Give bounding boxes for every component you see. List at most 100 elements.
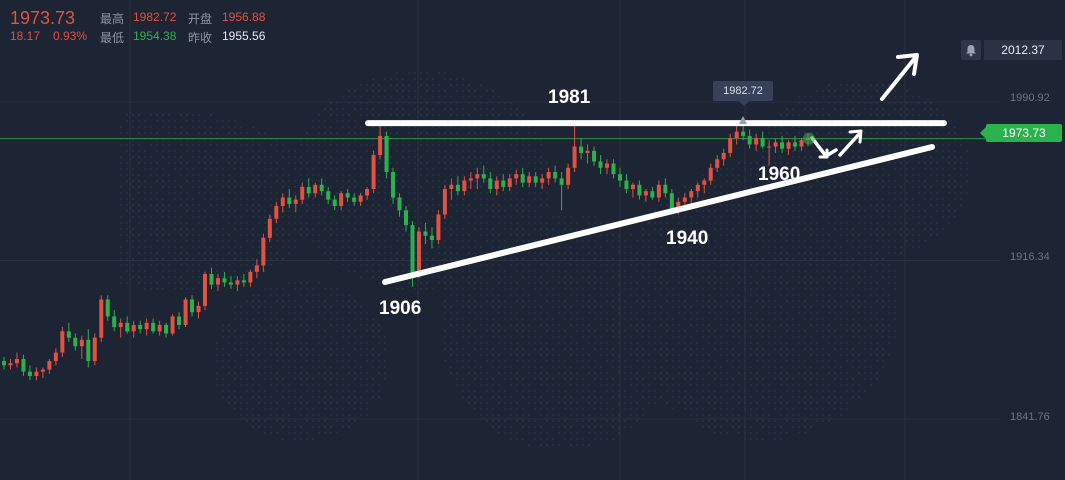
candle-body (605, 163, 609, 168)
prev-close-value: 1955.56 (222, 29, 266, 43)
candle-body (747, 135, 752, 145)
candle-body (553, 172, 558, 179)
candle-body (468, 178, 473, 181)
last-price-glow (803, 132, 815, 145)
rebound-arrow-shaft (838, 131, 862, 157)
last-price: 1973.73 (10, 8, 76, 28)
candle-body (611, 163, 616, 175)
candle-body (2, 361, 6, 366)
low-label: 最低 (100, 31, 125, 45)
candle-body (741, 131, 746, 136)
y-axis-tick-label: 1841.76 (1010, 411, 1050, 423)
candle-body (300, 186, 305, 200)
candle-body (780, 142, 785, 149)
candle-body (14, 358, 19, 364)
candle-body (734, 131, 739, 139)
candle-body (27, 371, 32, 376)
price-alert-value[interactable]: 2012.37 (984, 40, 1062, 60)
candle-body (656, 184, 661, 198)
candle-body (105, 299, 110, 317)
candle-body (637, 184, 642, 196)
candle-body (533, 176, 538, 183)
bell-icon (966, 44, 976, 56)
candle-body (773, 142, 778, 147)
candle-body (60, 331, 65, 353)
candle-body (559, 178, 564, 185)
candle-body (630, 184, 635, 190)
candle-body (306, 186, 311, 194)
candle-body (313, 184, 318, 194)
candle-body (365, 189, 370, 196)
y-axis-tick-label: 1990.92 (1010, 92, 1050, 104)
candle-body (118, 322, 123, 328)
prev-close-label: 昨收 (188, 31, 213, 45)
candle-body (99, 299, 104, 338)
pullback-arrow (810, 136, 838, 158)
candle-body (715, 159, 720, 168)
candle-body (585, 150, 590, 153)
candle-body (261, 237, 266, 266)
candle-body (391, 172, 396, 198)
candle-body (754, 138, 759, 145)
candle-body (326, 191, 331, 200)
candle-body (397, 197, 402, 211)
candle-body (423, 231, 428, 236)
low-value: 1954.38 (133, 29, 177, 43)
candle-body (371, 155, 376, 190)
candle-body (404, 210, 408, 226)
candle-body (566, 167, 571, 185)
open-value: 1956.88 (222, 10, 266, 24)
price-alert-button[interactable] (961, 40, 981, 60)
candle-body (514, 174, 519, 179)
candle-body (235, 280, 240, 285)
high-point-marker (739, 116, 747, 124)
candle-body (410, 225, 415, 274)
candle-body (209, 273, 214, 285)
candle-body (274, 206, 279, 219)
candle-body (151, 322, 156, 332)
price-change: 18.17 (10, 29, 41, 43)
candle-body (546, 172, 551, 179)
candle-body (702, 180, 707, 185)
candle-body (112, 316, 117, 328)
annotation-1981: 1981 (548, 87, 591, 108)
candle-body (339, 193, 344, 207)
candle-body (579, 146, 584, 153)
candle-body (170, 316, 175, 334)
annotation-1906: 1906 (379, 298, 422, 319)
candle-body (73, 337, 78, 347)
candle-body (786, 142, 791, 149)
candle-body (125, 322, 130, 332)
candle-body (695, 184, 700, 192)
candle-body (293, 199, 298, 204)
breakout-arrow-head (896, 53, 919, 76)
candle-body (624, 180, 629, 190)
rebound-arrow-head (848, 129, 863, 144)
candle-body (215, 278, 220, 285)
candle-body (164, 324, 169, 334)
candle-body (527, 176, 532, 183)
candle-body (799, 140, 804, 147)
annotation-1940: 1940 (666, 228, 709, 249)
candle-body (540, 178, 545, 183)
candle-body (676, 201, 681, 211)
candle-body (352, 197, 357, 202)
world-map-background (120, 72, 968, 446)
candle-body (228, 282, 233, 285)
candle-body (319, 184, 324, 192)
candle-body (598, 161, 603, 168)
support-trendline (382, 144, 935, 285)
candle-body (254, 265, 259, 272)
candle-body (650, 191, 655, 198)
candle-body (241, 280, 246, 283)
candle-body (40, 369, 45, 372)
candle-body (144, 322, 149, 330)
open-label: 开盘 (188, 12, 213, 26)
candle-body (196, 305, 201, 313)
candle-body (793, 142, 798, 147)
candle-body (475, 174, 480, 179)
candle-body (332, 199, 337, 207)
candle-body (183, 299, 188, 325)
